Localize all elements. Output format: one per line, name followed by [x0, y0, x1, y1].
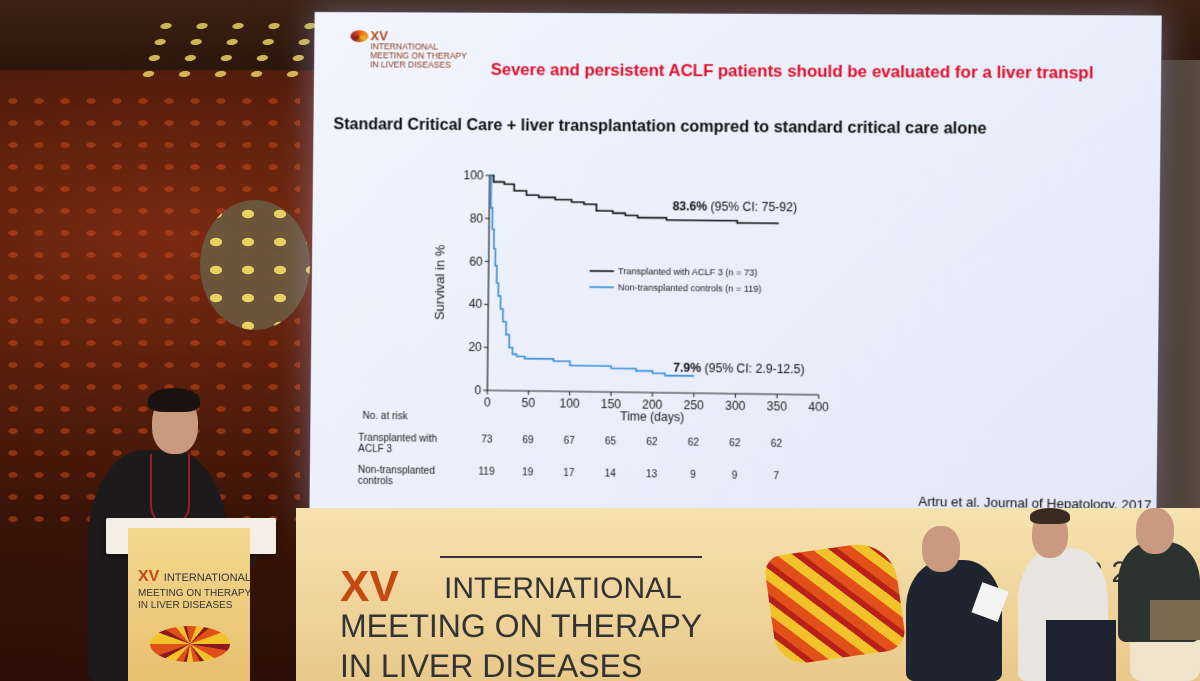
x-axis-label: Time (days): [620, 409, 684, 424]
x-tick-label: 100: [559, 396, 580, 410]
at-risk-cell: 9: [724, 470, 745, 481]
banner-line-1: INTERNATIONAL: [444, 572, 682, 606]
speaker-hair: [148, 388, 200, 412]
at-risk-cell: 17: [559, 468, 579, 479]
at-risk-row-label-transplanted: Transplanted with ACLF 3: [358, 433, 439, 456]
transplanted-ci: (95% CI: 75-92): [711, 200, 798, 215]
y-tick-label: 100: [463, 168, 484, 182]
banner-line-2: MEETING ON THERAPY: [340, 608, 702, 645]
banner-rule: [440, 556, 702, 558]
podium-xv-text: XV: [138, 568, 159, 585]
at-risk-cell: 73: [477, 434, 497, 445]
controls-survival-value: 7.9%: [673, 360, 701, 374]
x-tick-label: 150: [601, 397, 622, 411]
at-risk-cell: 9: [683, 470, 703, 481]
spotlight: [200, 200, 310, 330]
y-axis-line: [487, 175, 489, 390]
at-risk-header: No. at risk: [362, 411, 407, 423]
y-tick-label: 80: [470, 211, 484, 225]
at-risk-cell: 62: [642, 437, 662, 448]
at-risk-cell: 14: [600, 468, 620, 479]
at-risk-cell: 69: [518, 435, 538, 446]
legend-label: Transplanted with ACLF 3 (n = 73): [618, 266, 757, 278]
banner-artwork: [763, 539, 907, 666]
controls-ci: (95% CI: 2.9-12.5): [705, 361, 805, 376]
x-tick-label: 0: [484, 395, 491, 409]
podium-line-3: IN LIVER DISEASES: [138, 600, 232, 611]
podium-line-1: INTERNATIONAL: [164, 572, 251, 584]
at-risk-cell: 67: [559, 436, 579, 447]
y-tick-label: 40: [469, 297, 483, 311]
panelist-2-legs: [1046, 620, 1116, 681]
at-risk-cell: 19: [517, 467, 537, 478]
legend-label: Non-transplanted controls (n = 119): [618, 282, 762, 294]
panelist-1-head: [922, 526, 960, 572]
transplanted-annotation: 83.6% (95% CI: 75-92): [672, 199, 797, 214]
y-axis-label: Survival in %: [432, 244, 448, 320]
panelist-3-head: [1136, 508, 1174, 554]
at-risk-row-label-controls: Non-transplanted controls: [358, 465, 439, 488]
at-risk-cell: 62: [725, 438, 746, 449]
banner-xv: XV: [340, 562, 399, 612]
x-tick-label: 250: [683, 398, 704, 412]
x-axis-line: [487, 390, 818, 394]
x-tick-label: 50: [522, 396, 536, 410]
x-tick-label: 400: [808, 400, 829, 414]
panelist-2-hair: [1030, 508, 1070, 524]
x-tick-label: 350: [767, 399, 788, 413]
y-tick-label: 0: [475, 383, 482, 397]
ceiling-lights: [129, 18, 331, 78]
podium-artwork: [150, 626, 230, 662]
projected-slide: XV INTERNATIONAL MEETING ON THERAPY IN L…: [309, 12, 1161, 534]
at-risk-cell: 13: [641, 469, 661, 480]
panelist-3-legs: [1150, 600, 1200, 640]
transplanted-survival-value: 83.6%: [672, 199, 707, 213]
at-risk-cell: 62: [766, 439, 787, 450]
controls-annotation: 7.9% (95% CI: 2.9-12.5): [673, 360, 804, 376]
at-risk-cell: 65: [600, 436, 620, 447]
at-risk-cell: 119: [476, 467, 496, 478]
x-tick-label: 300: [725, 399, 746, 413]
podium-line-2: MEETING ON THERAPY: [138, 588, 251, 599]
at-risk-cell: 7: [766, 471, 787, 482]
lanyard: [150, 454, 190, 526]
podium-xv: XV INTERNATIONAL: [138, 568, 251, 586]
banner-line-3: IN LIVER DISEASES: [340, 648, 642, 681]
y-tick-label: 60: [469, 254, 483, 268]
chart-legend: Transplanted with ACLF 3 (n = 73) Non-tra…: [589, 266, 761, 294]
y-tick-label: 20: [468, 340, 482, 354]
panelist-1-body: [906, 560, 1002, 681]
at-risk-cell: 62: [683, 437, 703, 448]
